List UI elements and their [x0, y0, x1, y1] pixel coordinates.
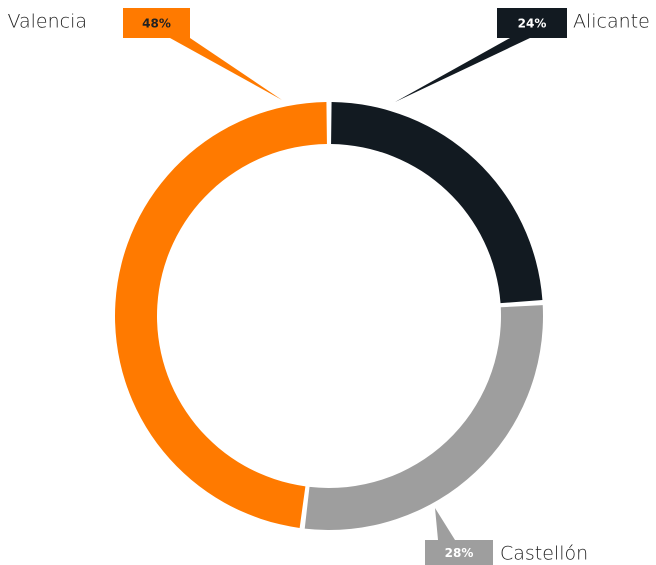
value-label: 48%: [142, 17, 171, 31]
value-label: 24%: [518, 17, 547, 31]
value-badge: [425, 540, 493, 565]
donut-segment: [331, 102, 543, 304]
category-label: Valencia: [7, 11, 87, 33]
donut-segment: [304, 305, 543, 530]
leader-line: [435, 508, 455, 540]
category-label: Castellón: [500, 543, 588, 565]
category-label: Alicante: [573, 11, 650, 33]
value-badge: [123, 8, 190, 38]
leader-line: [170, 38, 282, 100]
leader-line: [395, 38, 530, 102]
donut-segment: [115, 102, 327, 528]
value-badge: [497, 8, 567, 38]
value-label: 28%: [445, 546, 474, 560]
